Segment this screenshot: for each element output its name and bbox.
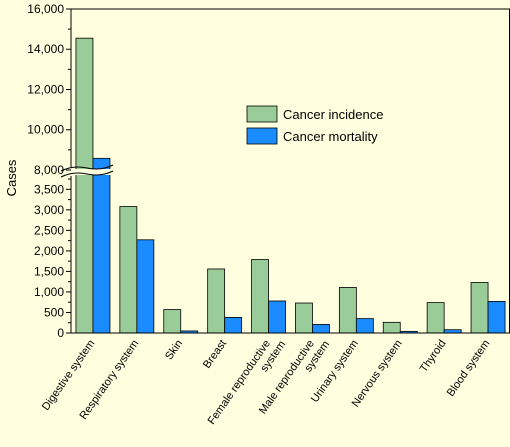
bar-incidence-4: [251, 259, 269, 334]
legend-swatch-0: [246, 105, 278, 123]
y-axis: 0 500 1,000 1,500 2,000 2,500 3,000 3,500 8,000 1…: [27, 2, 510, 340]
category-label-9: Blood system: [445, 338, 493, 399]
y-tick-label: 2,500: [34, 223, 64, 237]
bar-incidence-9: [470, 282, 489, 334]
y-axis-title: Cases: [4, 159, 19, 196]
bar-incidence-3: [207, 268, 226, 334]
y-tick-label: 1,000: [34, 285, 64, 299]
category-label-line: Breast: [201, 338, 229, 371]
category-label-line: Thyroid: [418, 338, 449, 375]
bar-incidence-5: [295, 302, 313, 334]
y-tick-label: 14,000: [27, 42, 64, 56]
category-label-line: Blood system: [445, 338, 493, 399]
y-tick-label: 10,000: [27, 123, 64, 137]
axis-break-mark: [60, 164, 114, 178]
y-tick-label: 2,000: [34, 244, 64, 258]
category-label-3: Breast: [201, 338, 229, 371]
bar-mortality-5: [312, 323, 330, 334]
bar-incidence-1: [119, 206, 138, 334]
legend-swatch-1: [246, 127, 278, 145]
y-tick-label: 0: [57, 326, 64, 340]
legend-label-0: Cancer incidence: [283, 107, 383, 122]
y-tick-label: 8,000: [34, 163, 64, 177]
bar-incidence-8: [426, 302, 445, 334]
bar-incidence-7: [382, 321, 401, 334]
axis-break-gap: [61, 169, 113, 175]
bar-mortality-1: [136, 239, 155, 334]
bar-incidence-2: [163, 309, 182, 334]
y-tick-label: 3,000: [34, 203, 64, 217]
y-tick-label: 3,500: [34, 182, 64, 196]
bar-mortality-0: [92, 157, 111, 334]
category-label-2: Skin: [163, 338, 185, 362]
legend: Cancer incidence Cancer mortality: [246, 105, 383, 145]
bar-mortality-3: [224, 316, 243, 334]
legend-label-1: Cancer mortality: [283, 129, 378, 144]
bar-mortality-9: [487, 300, 506, 334]
category-label-line: Skin: [163, 338, 185, 362]
bar-incidence-0: [75, 37, 94, 334]
category-label-8: Thyroid: [418, 338, 449, 375]
bar-mortality-6: [355, 318, 374, 334]
y-tick-label: 500: [44, 305, 64, 319]
y-tick-label: 16,000: [27, 2, 64, 16]
bars: [75, 37, 506, 334]
axis-break-line-bottom: [60, 170, 114, 178]
axis-break-line-top: [60, 164, 114, 172]
y-tick-label: 12,000: [27, 82, 64, 96]
bar-mortality-4: [268, 300, 286, 334]
y-tick-label: 1,500: [34, 264, 64, 278]
bar-incidence-6: [338, 287, 357, 334]
